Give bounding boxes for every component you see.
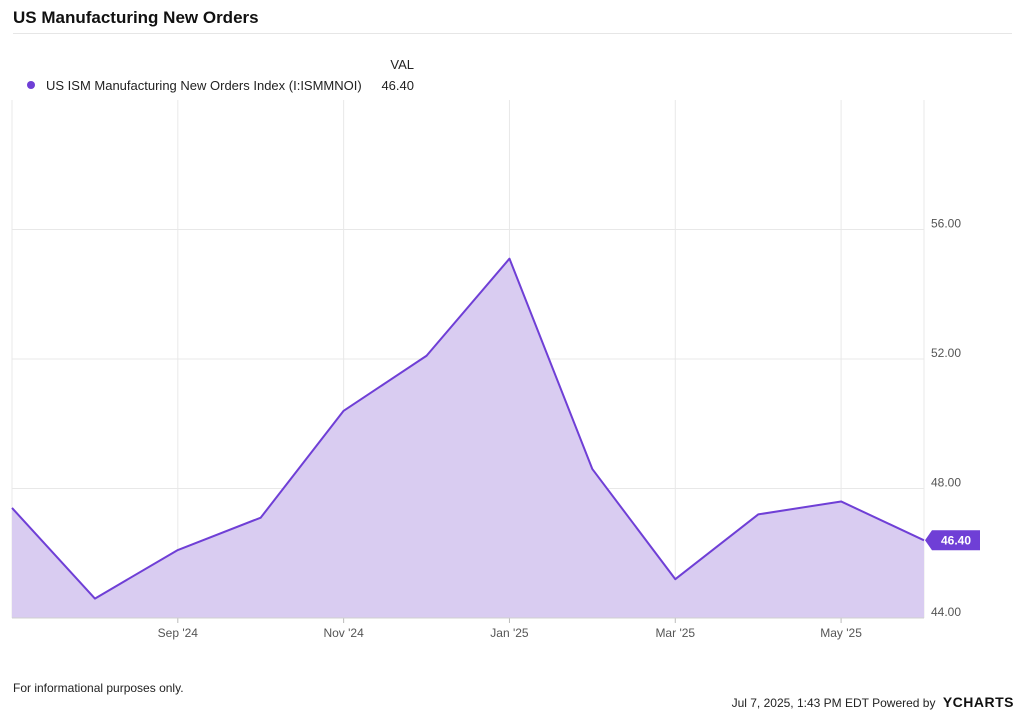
data-point[interactable]: [756, 512, 760, 516]
x-tick-label: Nov '24: [323, 626, 364, 640]
y-tick-label: 52.00: [931, 346, 961, 360]
last-value-label: 46.40: [941, 533, 971, 547]
ycharts-logo[interactable]: YCHARTS: [942, 694, 1014, 710]
data-point[interactable]: [425, 354, 429, 358]
data-point[interactable]: [259, 516, 263, 520]
series-area-layer: [10, 257, 925, 618]
x-tick-label: May '25: [820, 626, 862, 640]
data-point[interactable]: [839, 499, 843, 503]
legend-dot-icon: [27, 81, 35, 89]
x-tick-label: Jan '25: [490, 626, 529, 640]
data-point[interactable]: [10, 506, 14, 510]
y-tick-label: 44.00: [931, 605, 961, 619]
title-divider: [13, 33, 1012, 34]
last-value-badge: [925, 530, 980, 551]
data-point[interactable]: [93, 597, 97, 601]
footer-attribution: Jul 7, 2025, 1:43 PM EDT Powered by YCHA…: [732, 694, 1014, 710]
x-tick-label: Mar '25: [655, 626, 695, 640]
legend-item[interactable]: US ISM Manufacturing New Orders Index (I…: [24, 76, 424, 96]
y-tick-label: 48.00: [931, 476, 961, 490]
footer-timestamp: Jul 7, 2025, 1:43 PM EDT: [731, 696, 869, 710]
chart-title: US Manufacturing New Orders: [13, 8, 259, 27]
data-point[interactable]: [507, 257, 511, 261]
x-tick-label: Sep '24: [158, 626, 199, 640]
legend-series-value: 46.40: [381, 78, 414, 93]
footer-powered-by: Powered by: [872, 696, 936, 710]
legend-column-header: VAL: [390, 57, 414, 72]
axes: 44.00 48.00 52.00 56.00 Sep '24 Nov '24 Jan '2…: [12, 217, 980, 640]
data-point[interactable]: [176, 548, 180, 552]
y-tick-label: 56.00: [931, 217, 961, 231]
data-point[interactable]: [590, 467, 594, 471]
data-point[interactable]: [673, 577, 677, 581]
data-point[interactable]: [342, 409, 346, 413]
disclaimer-note: For informational purposes only.: [13, 681, 184, 695]
series-area-fill: [12, 258, 924, 618]
series-line[interactable]: [11, 257, 925, 600]
legend-series-name: US ISM Manufacturing New Orders Index (I…: [46, 78, 362, 93]
